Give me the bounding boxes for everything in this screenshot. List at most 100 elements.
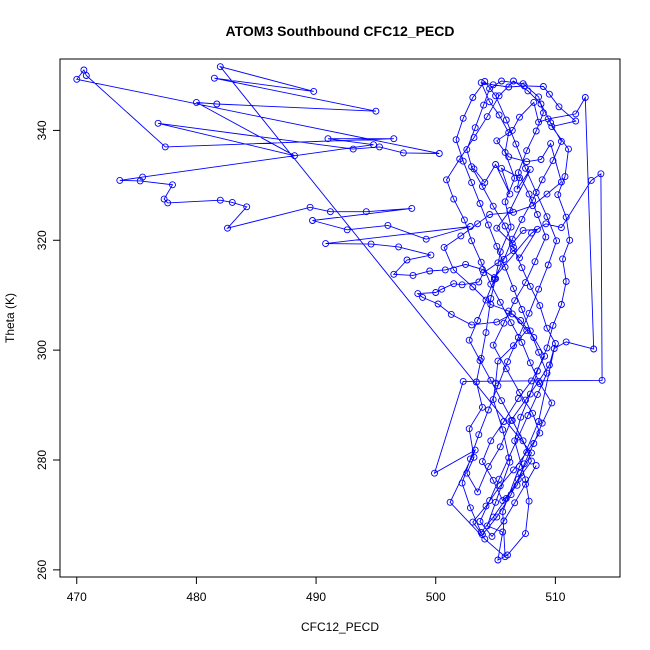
data-point <box>216 63 224 71</box>
data-point <box>536 429 544 437</box>
data-point <box>390 135 398 143</box>
data-point <box>522 530 529 538</box>
data-point <box>465 425 473 433</box>
data-point <box>349 145 357 153</box>
data-point <box>523 147 531 155</box>
plot-frame <box>59 58 621 578</box>
data-point <box>587 176 595 184</box>
data-point <box>543 324 551 332</box>
data-point <box>80 66 88 74</box>
x-tick-label: 510 <box>545 590 565 604</box>
data-point <box>501 198 509 206</box>
data-point <box>535 118 543 126</box>
data-point <box>477 79 485 87</box>
data-point <box>487 301 495 308</box>
data-point <box>487 437 495 445</box>
x-axis: 470 480 490 500 510 <box>67 577 566 604</box>
data-point <box>530 440 538 447</box>
data-point <box>528 457 535 465</box>
data-point <box>481 78 489 85</box>
data-point <box>482 329 490 337</box>
data-point <box>326 208 334 216</box>
data-point <box>537 100 545 108</box>
data-point <box>489 396 497 404</box>
data-point <box>160 195 168 203</box>
data-point <box>517 413 525 421</box>
data-point <box>434 300 442 308</box>
y-tick-label: 280 <box>35 450 49 470</box>
data-point <box>538 419 546 427</box>
data-point <box>505 454 513 462</box>
data-point <box>519 437 527 445</box>
data-point <box>501 263 509 271</box>
data-point <box>116 176 124 184</box>
data-point <box>310 87 318 95</box>
data-point <box>478 265 486 273</box>
data-point <box>469 94 477 101</box>
data-point <box>489 341 497 349</box>
data-point <box>432 289 440 296</box>
data-point <box>526 359 534 367</box>
data-point <box>480 269 488 277</box>
data-point <box>459 114 467 122</box>
data-point <box>532 127 540 135</box>
data-point <box>450 266 458 274</box>
data-point <box>470 134 478 142</box>
data-point <box>536 380 544 388</box>
data-point <box>488 532 496 540</box>
data-point <box>460 216 468 224</box>
data-point <box>522 279 529 287</box>
x-tick-label: 500 <box>426 590 446 604</box>
data-point <box>518 215 526 223</box>
data-point <box>525 190 533 198</box>
data-point <box>508 416 516 424</box>
data-point <box>475 431 483 439</box>
data-point <box>551 340 559 347</box>
data-point <box>343 226 351 234</box>
data-point <box>553 237 561 245</box>
data-point <box>486 85 494 93</box>
data-point <box>487 280 495 288</box>
data-point <box>384 221 392 229</box>
data-point <box>507 491 515 499</box>
y-tick-label: 320 <box>35 230 49 250</box>
data-point <box>452 136 460 144</box>
data-point <box>468 321 476 329</box>
data-point <box>572 110 580 118</box>
data-point <box>523 158 531 166</box>
data-point <box>291 152 298 160</box>
data-point <box>562 213 570 221</box>
data-point <box>545 90 553 98</box>
data-point <box>495 92 503 100</box>
data-point <box>372 107 380 115</box>
data-point <box>459 377 467 385</box>
data-point <box>489 81 497 89</box>
data-point <box>161 143 169 151</box>
data-point <box>501 553 509 561</box>
data-point <box>468 163 476 171</box>
data-point <box>450 280 458 288</box>
data-point <box>139 173 147 181</box>
data-point <box>481 179 489 187</box>
data-point <box>213 100 221 108</box>
data-point <box>557 224 565 232</box>
data-point <box>510 285 517 293</box>
data-point <box>514 169 522 177</box>
data-point <box>511 437 519 445</box>
data-point <box>510 247 517 255</box>
data-point <box>535 348 543 356</box>
data-point <box>468 237 476 245</box>
data-point <box>243 203 251 211</box>
data-point <box>530 334 538 341</box>
data-point <box>514 475 522 483</box>
data-point <box>367 240 375 248</box>
data-point <box>475 278 483 286</box>
data-point <box>544 115 552 123</box>
data-point <box>526 165 534 173</box>
data-point <box>522 164 529 172</box>
data-point <box>216 196 224 204</box>
data-point <box>561 173 569 181</box>
data-point <box>484 463 492 471</box>
data-point <box>154 119 162 127</box>
